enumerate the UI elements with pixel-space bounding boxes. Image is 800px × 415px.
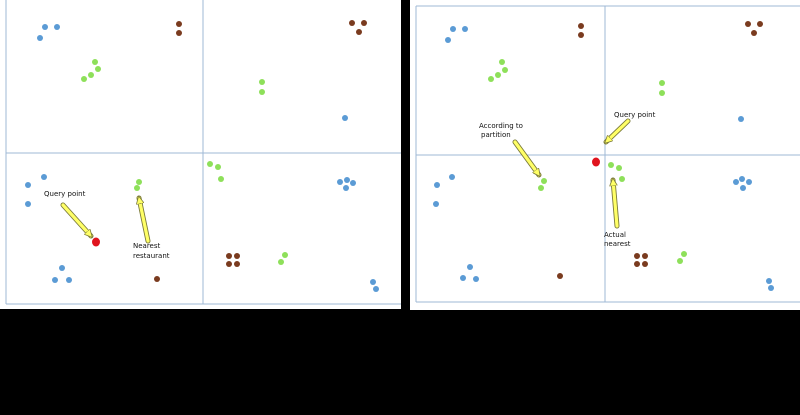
- green-point: [495, 72, 501, 78]
- brown-point: [176, 30, 182, 36]
- blue-point: [370, 279, 376, 285]
- query-point: [92, 238, 100, 247]
- green-point: [541, 178, 547, 184]
- green-point: [88, 72, 94, 78]
- blue-point: [342, 115, 348, 121]
- according-to-partition-label-line1: According to: [479, 122, 523, 130]
- brown-point: [745, 21, 751, 27]
- actual-nearest-label-line1: Actual: [604, 231, 626, 239]
- brown-point: [234, 261, 240, 267]
- brown-point: [557, 273, 563, 279]
- brown-point: [642, 261, 648, 267]
- blue-point: [54, 24, 60, 30]
- green-point: [608, 162, 614, 168]
- blue-point: [739, 176, 745, 182]
- brown-point: [361, 20, 367, 26]
- query-point-label: Query point: [44, 190, 86, 198]
- brown-point: [356, 29, 362, 35]
- blue-point: [41, 174, 47, 180]
- blue-point: [434, 182, 440, 188]
- brown-point: [634, 253, 640, 259]
- brown-point: [634, 261, 640, 267]
- brown-point: [154, 276, 160, 282]
- brown-point: [578, 32, 584, 38]
- green-point: [259, 89, 265, 95]
- query-point-label: Query point: [614, 111, 656, 119]
- blue-point: [373, 286, 379, 292]
- green-point: [218, 176, 224, 182]
- blue-point: [467, 264, 473, 270]
- blue-point: [25, 182, 31, 188]
- green-point: [92, 59, 98, 65]
- blue-point: [766, 278, 772, 284]
- green-point: [659, 90, 665, 96]
- according-to-partition-label-line2: partition: [481, 131, 511, 139]
- green-point: [502, 67, 508, 73]
- blue-point: [337, 179, 343, 185]
- brown-point: [226, 253, 232, 259]
- green-point: [538, 185, 544, 191]
- green-point: [259, 79, 265, 85]
- blue-point: [460, 275, 466, 281]
- blue-point: [740, 185, 746, 191]
- actual-nearest-label-line2: nearest: [604, 240, 631, 248]
- blue-point: [473, 276, 479, 282]
- blue-point: [350, 180, 356, 186]
- brown-point: [642, 253, 648, 259]
- green-point: [488, 76, 494, 82]
- blue-point: [738, 116, 744, 122]
- brown-point: [757, 21, 763, 27]
- green-point: [95, 66, 101, 72]
- brown-point: [226, 261, 232, 267]
- nearest-restaurant-label-line1: Nearest: [133, 242, 161, 250]
- brown-point: [234, 253, 240, 259]
- brown-point: [578, 23, 584, 29]
- brown-point: [176, 21, 182, 27]
- green-point: [278, 259, 284, 265]
- green-point: [619, 176, 625, 182]
- green-point: [215, 164, 221, 170]
- green-point: [677, 258, 683, 264]
- blue-point: [344, 177, 350, 183]
- blue-point: [449, 174, 455, 180]
- blue-point: [52, 277, 58, 283]
- blue-point: [733, 179, 739, 185]
- blue-point: [462, 26, 468, 32]
- green-point: [136, 179, 142, 185]
- blue-point: [768, 285, 774, 291]
- brown-point: [751, 30, 757, 36]
- blue-point: [343, 185, 349, 191]
- blue-point: [433, 201, 439, 207]
- blue-point: [445, 37, 451, 43]
- blue-point: [42, 24, 48, 30]
- left-panel-bg: [0, 0, 401, 309]
- green-point: [659, 80, 665, 86]
- blue-point: [37, 35, 43, 41]
- nearest-restaurant-label-line2: restaurant: [133, 252, 170, 260]
- brown-point: [349, 20, 355, 26]
- green-point: [207, 161, 213, 167]
- green-point: [134, 185, 140, 191]
- blue-point: [25, 201, 31, 207]
- blue-point: [66, 277, 72, 283]
- right-panel: According to partition Query point Actua…: [410, 0, 800, 310]
- blue-point: [450, 26, 456, 32]
- green-point: [282, 252, 288, 258]
- green-point: [681, 251, 687, 257]
- green-point: [81, 76, 87, 82]
- blue-point: [59, 265, 65, 271]
- blue-point: [746, 179, 752, 185]
- green-point: [499, 59, 505, 65]
- green-point: [616, 165, 622, 171]
- left-panel: Query point Nearest restaurant: [0, 0, 401, 309]
- query-point: [592, 158, 600, 167]
